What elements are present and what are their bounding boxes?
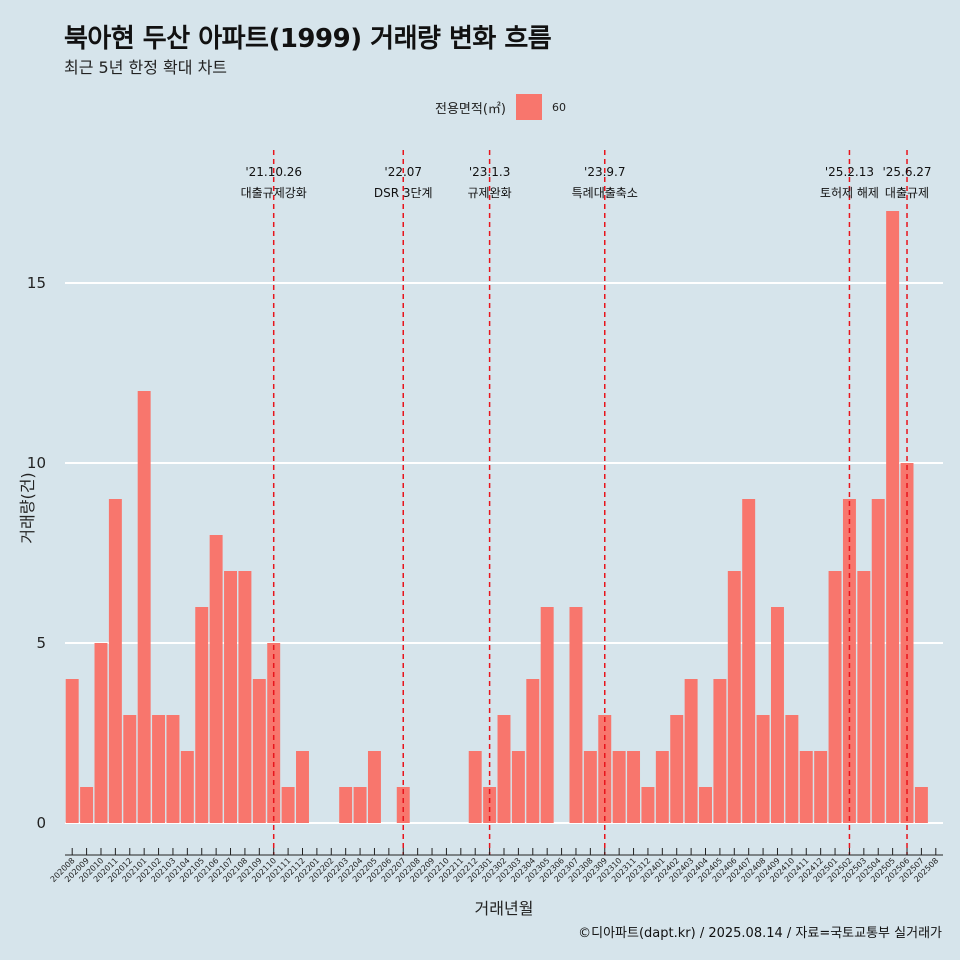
bar xyxy=(857,571,871,823)
event-date-label: '21.10.26 xyxy=(245,165,302,179)
bar xyxy=(267,643,281,823)
bar xyxy=(713,679,727,823)
bar xyxy=(828,571,842,823)
y-axis-title: 거래량(건) xyxy=(18,472,37,543)
bar xyxy=(612,751,626,823)
event-description-label: 대출규제강화 xyxy=(241,186,307,200)
event-description-label: 규제완화 xyxy=(468,186,512,200)
event-description-label: 토허제 해제 xyxy=(820,186,879,200)
source-caption: ©디아파트(dapt.kr) / 2025.08.14 / 자료=국토교통부 실… xyxy=(578,926,942,941)
bar xyxy=(770,607,784,823)
bar xyxy=(511,751,525,823)
legend-swatch xyxy=(515,94,542,120)
bar xyxy=(598,715,612,823)
bar xyxy=(152,715,166,823)
bar xyxy=(756,715,770,823)
bar xyxy=(367,751,381,823)
bar xyxy=(339,787,353,823)
event-date-label: '23.1.3 xyxy=(469,165,510,179)
bar xyxy=(353,787,367,823)
bar xyxy=(814,751,828,823)
chart-title: 북아현 두산 아파트(1999) 거래량 변화 흐름 xyxy=(64,24,552,54)
bar xyxy=(684,679,698,823)
y-tick-label: 5 xyxy=(36,634,46,652)
bar xyxy=(224,571,238,823)
bar xyxy=(108,499,122,823)
y-tick-label: 10 xyxy=(27,454,46,472)
bar xyxy=(281,787,295,823)
event-description-label: DSR 3단계 xyxy=(374,186,433,200)
bar xyxy=(468,751,482,823)
bar xyxy=(900,463,914,823)
bar xyxy=(209,535,223,823)
bar xyxy=(914,787,928,823)
x-axis-title: 거래년월 xyxy=(475,899,534,918)
bar xyxy=(483,787,497,823)
bar xyxy=(842,499,856,823)
bar xyxy=(166,715,180,823)
bar xyxy=(655,751,669,823)
bar xyxy=(569,607,583,823)
legend: 전용면적(㎡) 60 xyxy=(435,94,566,120)
bar xyxy=(540,607,554,823)
bar xyxy=(80,787,94,823)
event-date-label: '22.07 xyxy=(384,165,422,179)
bar xyxy=(785,715,799,823)
bar xyxy=(886,211,900,823)
bar xyxy=(526,679,540,823)
bar xyxy=(396,787,410,823)
bar xyxy=(727,571,741,823)
event-date-label: '25.2.13 xyxy=(825,165,874,179)
bar xyxy=(871,499,885,823)
bar xyxy=(641,787,655,823)
bar xyxy=(123,715,137,823)
event-date-label: '23.9.7 xyxy=(584,165,625,179)
bar xyxy=(252,679,266,823)
chart-subtitle: 최근 5년 한정 확대 차트 xyxy=(64,58,228,77)
legend-label: 60 xyxy=(551,100,566,114)
bar xyxy=(65,679,79,823)
bar xyxy=(180,751,194,823)
event-date-label: '25.6.27 xyxy=(882,165,931,179)
bar xyxy=(627,751,641,823)
bar xyxy=(583,751,597,823)
bar xyxy=(670,715,684,823)
bar xyxy=(94,643,108,823)
legend-title: 전용면적(㎡) xyxy=(435,101,506,117)
bar xyxy=(296,751,309,823)
y-tick-label: 0 xyxy=(36,814,46,832)
bar xyxy=(699,787,712,823)
event-description-label: 특례대출축소 xyxy=(572,186,638,200)
bar xyxy=(742,499,756,823)
bar xyxy=(137,391,151,823)
y-tick-label: 15 xyxy=(27,274,46,292)
bar xyxy=(497,715,511,823)
bar xyxy=(195,607,209,823)
event-description-label: 대출규제 xyxy=(885,186,929,200)
bar xyxy=(238,571,252,823)
bar xyxy=(799,751,813,823)
